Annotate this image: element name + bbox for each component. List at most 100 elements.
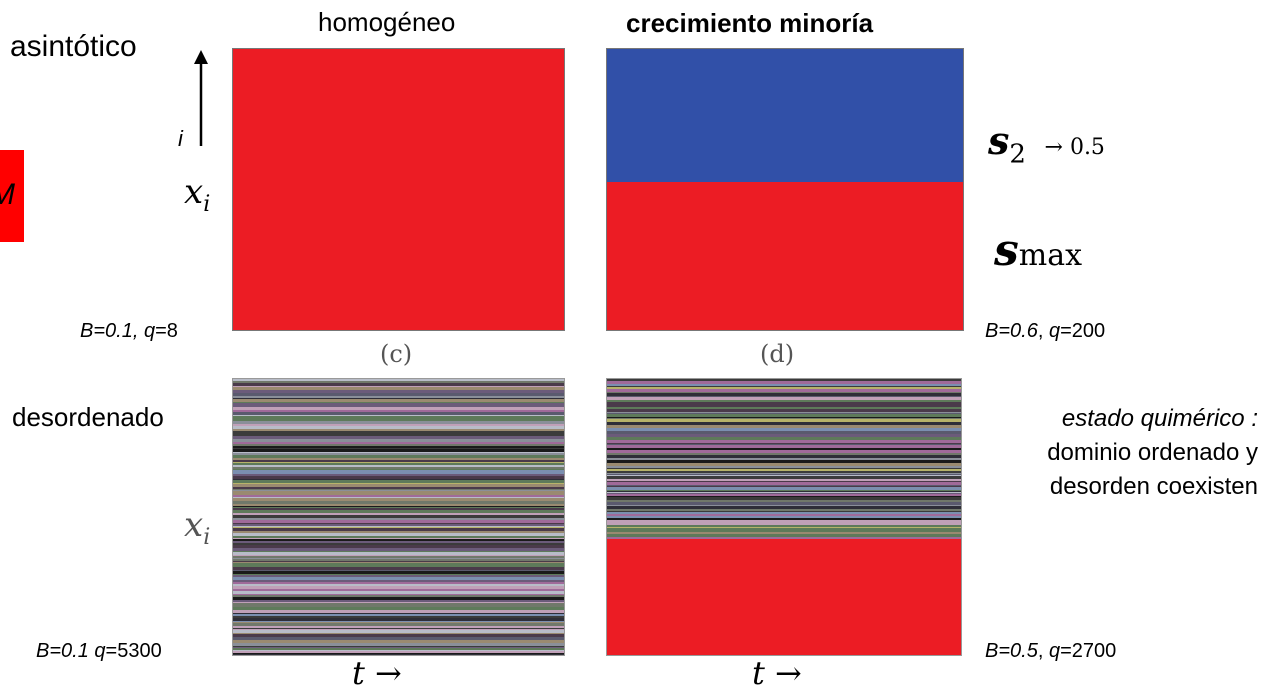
stripe <box>233 561 564 562</box>
stripe <box>233 508 564 510</box>
stripe <box>233 567 564 570</box>
stripe <box>607 409 961 412</box>
x-symbol-top: x <box>184 172 204 212</box>
x-sub-bottom: i <box>203 524 211 550</box>
stripe <box>607 491 961 492</box>
stripe <box>233 531 564 533</box>
stripe <box>233 640 564 643</box>
stripe <box>233 646 564 647</box>
stripe <box>607 466 961 468</box>
stripe <box>607 527 961 528</box>
stripe <box>607 476 961 479</box>
panel-d-blue-region <box>607 49 963 182</box>
stripe <box>233 582 564 584</box>
params-c-val: =8 <box>155 320 178 342</box>
arrow-up-icon <box>194 50 208 146</box>
i-axis-label: i <box>178 126 183 151</box>
stripe <box>607 464 961 466</box>
stripe <box>607 473 961 474</box>
stripe <box>233 410 564 412</box>
stripe <box>607 397 961 400</box>
stripe <box>233 559 564 561</box>
stripe <box>233 575 564 577</box>
stripe <box>233 510 564 513</box>
chimeric-line1: dominio ordenado y <box>1047 439 1258 466</box>
stripe <box>607 511 961 512</box>
stripe <box>233 527 564 528</box>
stripe <box>607 479 961 481</box>
stripe <box>607 505 961 506</box>
stripe <box>233 653 564 654</box>
params-d: B=0.6, q=200 <box>985 320 1105 343</box>
stripe <box>607 437 961 440</box>
stripe <box>607 445 961 448</box>
params-c-b: B=0.1, <box>80 320 139 342</box>
stripe <box>607 413 961 414</box>
stripe <box>233 647 564 648</box>
stripe <box>233 595 564 597</box>
stripe <box>233 589 564 591</box>
params-c: B=0.1, q=8 <box>80 320 178 343</box>
stripe <box>233 458 564 460</box>
stripe <box>607 402 961 405</box>
stripe <box>607 520 961 522</box>
stripe <box>233 439 564 442</box>
panel-d-label: (d) <box>760 340 795 368</box>
params-lb-val: =5300 <box>105 640 162 662</box>
stripe <box>233 387 564 390</box>
panel-bottom-right <box>606 378 962 656</box>
stripe <box>233 424 564 426</box>
panel-c-label: (c) <box>380 340 413 368</box>
stripe <box>233 467 564 469</box>
panel-bottom-left <box>232 378 565 656</box>
stripe <box>233 398 564 399</box>
stripe <box>233 402 564 403</box>
stripe <box>233 586 564 589</box>
panel-bottom-right-stripes <box>607 379 961 539</box>
stripe <box>607 475 961 476</box>
stripe <box>233 526 564 527</box>
stripe <box>233 555 564 556</box>
stripe <box>607 381 961 384</box>
stripe <box>607 492 961 493</box>
stripe <box>233 513 564 515</box>
stripe <box>607 494 961 496</box>
stripe <box>233 618 564 621</box>
stripe <box>233 562 564 563</box>
stripe <box>607 419 961 422</box>
stripe <box>233 628 564 629</box>
stripe <box>233 548 564 551</box>
stripe <box>233 442 564 444</box>
params-d-b: B=0.6 <box>985 320 1038 342</box>
stripe <box>233 490 564 491</box>
stripe <box>607 528 961 529</box>
stripe <box>233 429 564 431</box>
x-axis-label-top: xi <box>184 172 210 217</box>
stripe <box>607 453 961 455</box>
stripe <box>233 449 564 452</box>
stripe <box>233 622 564 623</box>
stripe <box>607 468 961 469</box>
stripe <box>233 493 564 494</box>
stripe <box>233 604 564 607</box>
params-rb-sep: , <box>1037 640 1049 662</box>
stripe <box>233 495 564 497</box>
stripe <box>607 532 961 534</box>
stripe <box>607 525 961 527</box>
stripe <box>233 407 564 410</box>
annotation-s2: s2 → 0.5 <box>988 118 1105 170</box>
stripe <box>233 469 564 470</box>
stripe <box>233 597 564 600</box>
stripe <box>233 594 564 595</box>
heading-homogeneous: homogéneo <box>318 7 456 37</box>
stripe <box>607 529 961 532</box>
stripe <box>233 570 564 571</box>
stripe <box>233 584 564 586</box>
stripe <box>233 396 564 398</box>
params-rb-val: =2700 <box>1060 640 1117 662</box>
params-d-q: q <box>1048 320 1061 342</box>
stripe <box>233 474 564 476</box>
stripe <box>233 386 564 387</box>
stripe <box>607 444 961 445</box>
stripe <box>233 626 564 628</box>
